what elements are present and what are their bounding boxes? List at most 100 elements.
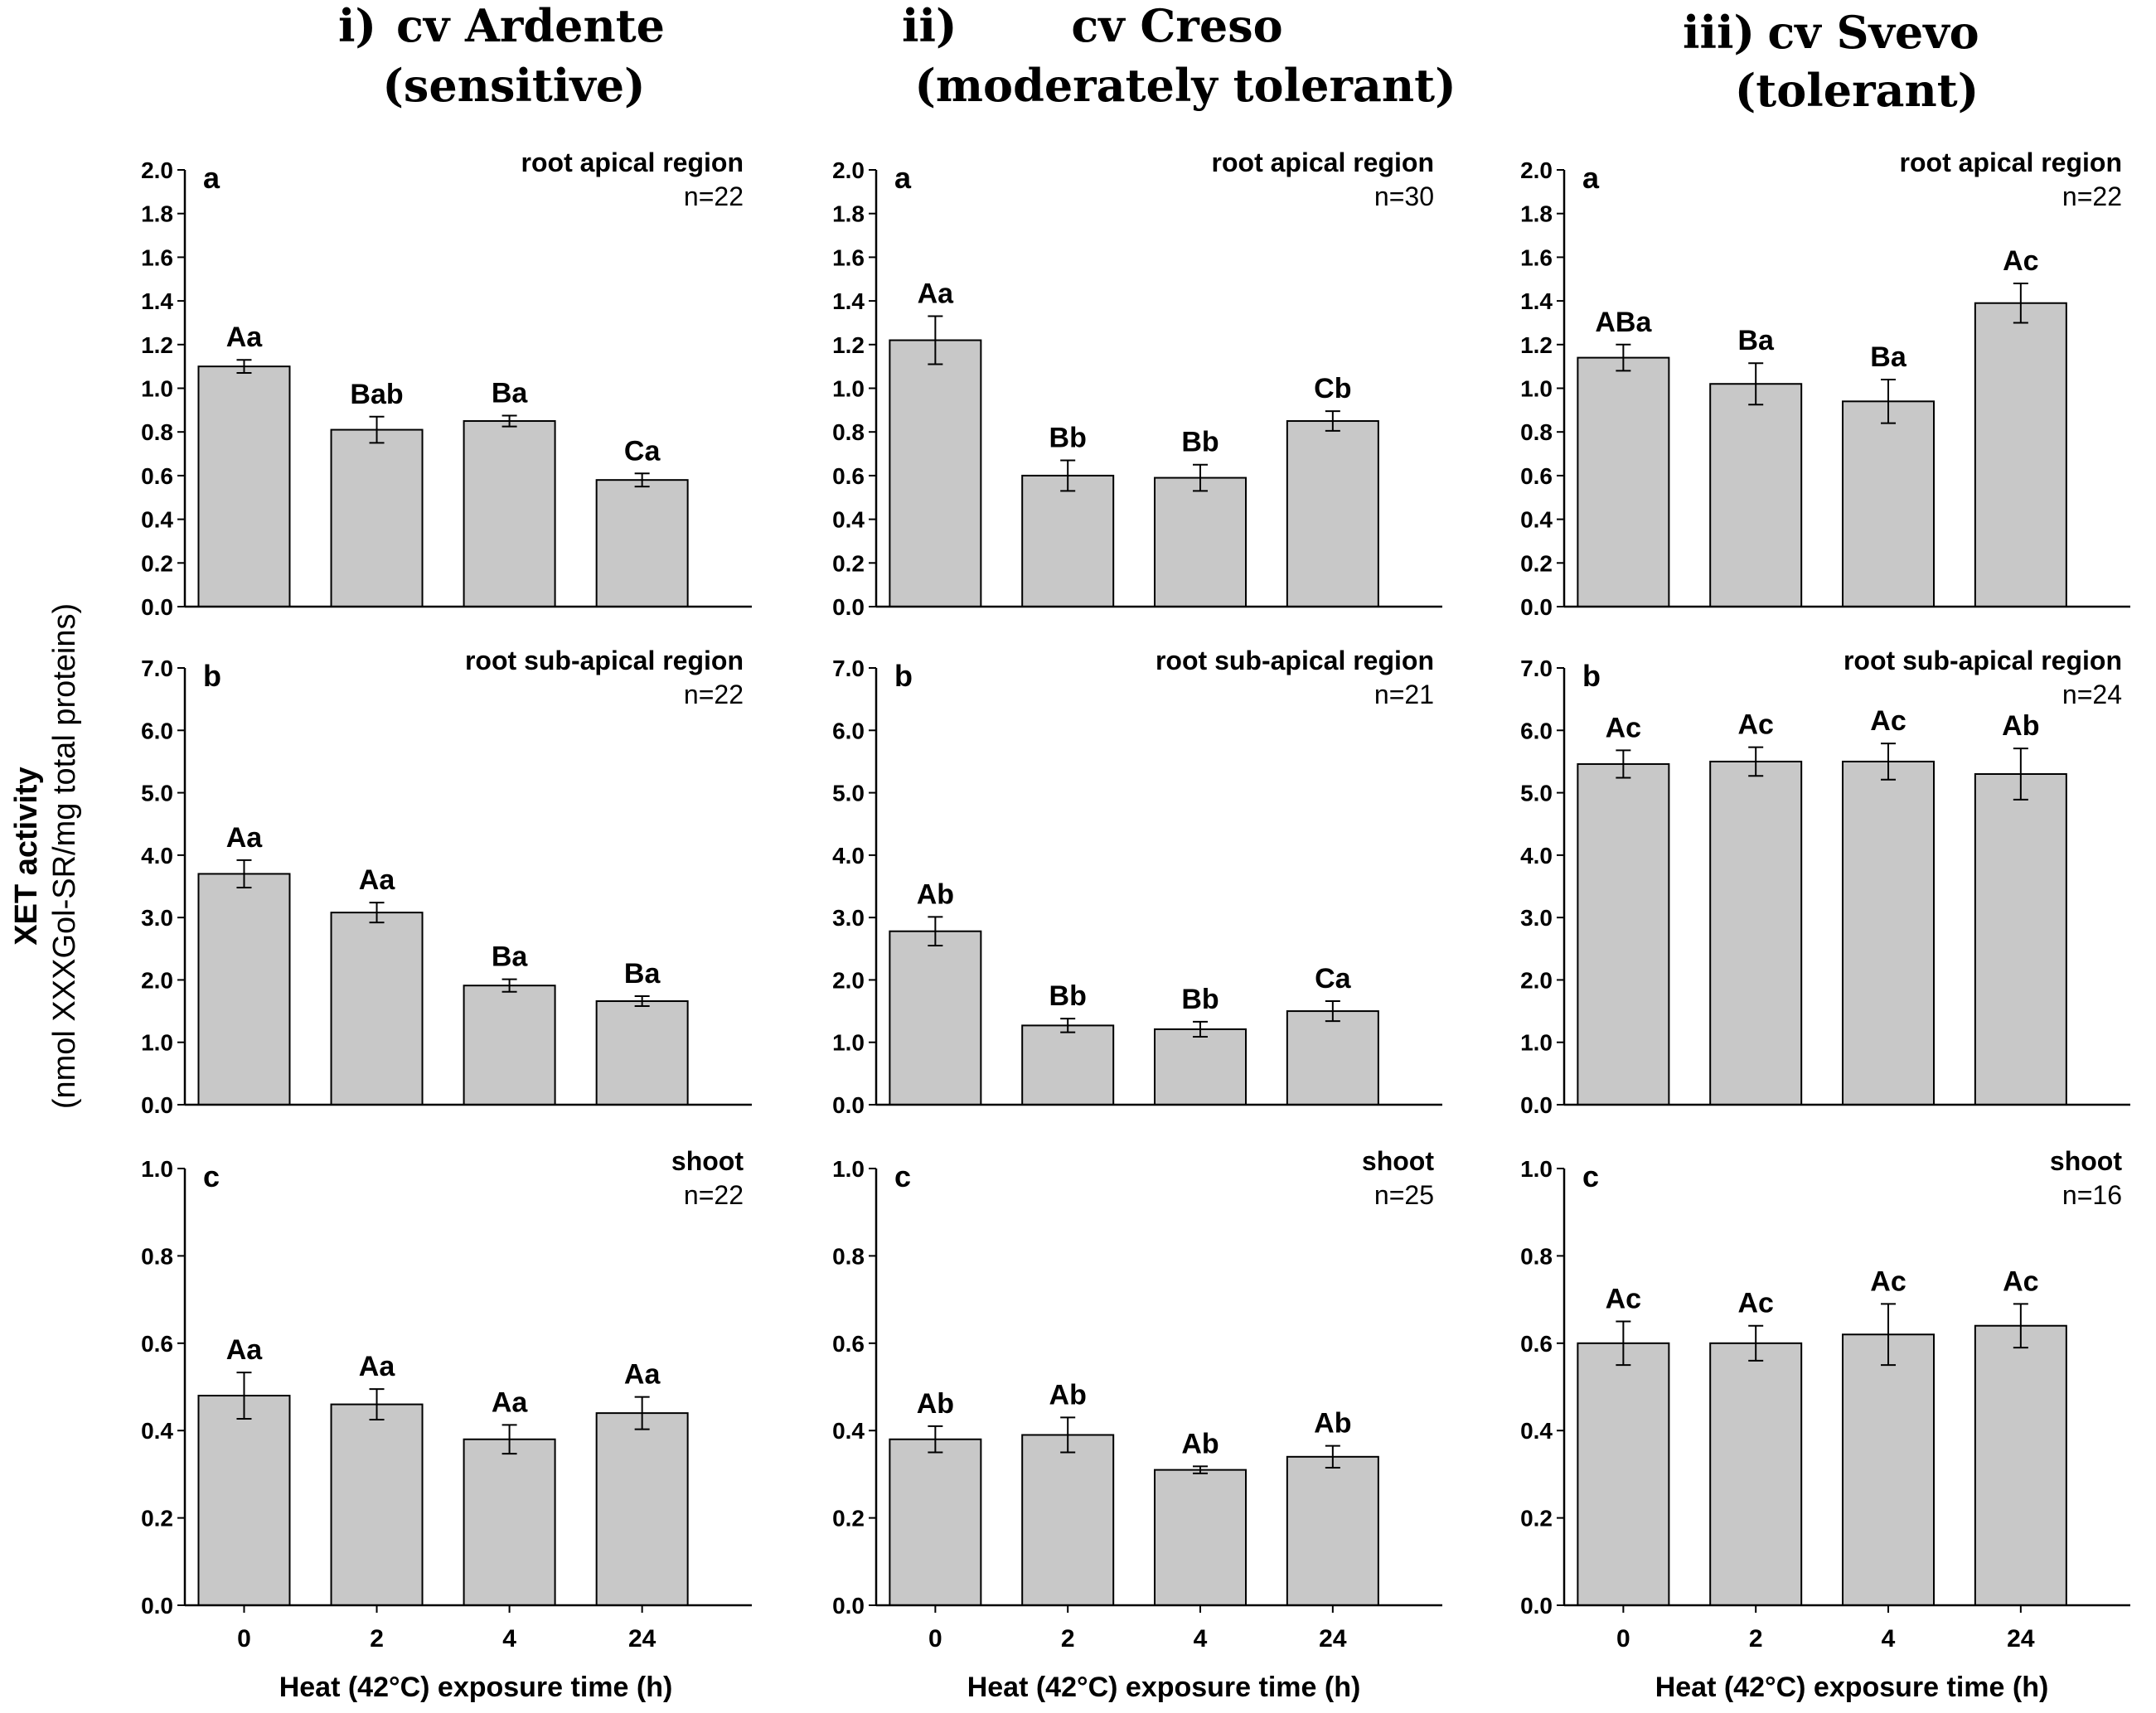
x-axis-label: Heat (42°C) exposure time (h) [967,1672,1361,1703]
y-tick-label: 1.4 [141,288,173,314]
y-tick-label: 1.8 [832,201,865,227]
y-tick-label: 2.0 [832,967,865,993]
chart-panel-b-2: Ab Bb Bb Ca 0.0 1.0 2.0 3.0 4.0 5.0 6.0 7.0 b root su… [832,646,1442,1118]
panel-letter: a [203,161,220,195]
y-tick-label: 1.0 [1520,1030,1553,1056]
chart-panel-c-3: Ac 0 Ac 2 Ac 4 Ac 24 0.0 0.2 0.4 0.6 0.8 1.0 c shoot n=1… [1520,1146,2130,1653]
bar [1286,420,1379,607]
sample-size-label: n=22 [684,181,744,211]
sample-size-label: n=24 [2062,680,2122,709]
bar [1709,383,1803,607]
significance-label: Ab [1049,1379,1087,1411]
y-tick-label: 0.4 [1520,1418,1553,1444]
region-label: shoot [2050,1146,2122,1176]
bar [197,873,291,1106]
y-tick-label: 0.6 [832,463,865,489]
significance-label: Aa [359,864,396,896]
significance-label: Bb [1049,422,1087,453]
bar [330,1403,424,1606]
significance-label: Ac [1737,709,1773,741]
y-tick-label: 0.6 [141,463,173,489]
bar [1154,1028,1248,1106]
x-axis-label: Heat (42°C) exposure time (h) [1655,1672,2049,1703]
bar [1577,762,1670,1106]
x-tick-label: 2 [1749,1625,1763,1653]
column-tolerance: (sensitive) [382,59,645,112]
panel-letter: a [894,161,912,195]
region-label: root sub-apical region [1156,646,1434,675]
y-tick-label: 0.8 [1520,419,1553,445]
column-tolerance: (moderately tolerant) [914,59,1456,112]
y-tick-label: 3.0 [1520,905,1553,931]
bar [1286,1010,1379,1106]
y-tick-label: 5.0 [1520,781,1553,806]
y-tick-label: 4.0 [141,843,173,869]
panel-letter: b [894,659,913,693]
region-label: root sub-apical region [1844,646,2122,675]
column-cultivar: cv Ardente [396,0,665,52]
x-tick-label: 0 [237,1625,251,1653]
sample-size-label: n=30 [1374,181,1434,211]
x-tick-label: 4 [502,1625,516,1653]
column-tolerance: (tolerant) [1735,64,1979,117]
bar [595,1000,689,1106]
y-tick-label: 1.2 [1520,332,1553,358]
bar [330,912,424,1106]
significance-label: Ac [1870,1265,1906,1297]
x-tick-label: 2 [1061,1625,1075,1653]
y-axis-label-units: (nmol XXXGol-SR/mg total proteins) [47,603,82,1109]
bar [463,1438,556,1606]
y-tick-label: 0.4 [141,1418,173,1444]
x-tick-label: 24 [628,1625,656,1653]
y-tick-label: 7.0 [832,656,865,681]
y-tick-label: 0.0 [1520,1593,1553,1619]
significance-label: Aa [226,322,264,353]
significance-label: Cb [1314,373,1351,404]
sample-size-label: n=22 [2062,181,2122,211]
sample-size-label: n=21 [1374,680,1434,709]
significance-label: Ab [2002,710,2039,742]
bar [463,420,556,607]
column-cultivar: cv Svevo [1767,6,1979,59]
y-tick-label: 1.8 [141,201,173,227]
sample-size-label: n=22 [684,680,744,709]
chart-panel-c-2: Ab 0 Ab 2 Ab 4 Ab 24 0.0 0.2 0.4 0.6 0.8 1.0 c shoot n=2… [832,1146,1442,1653]
significance-label: Ac [1870,705,1906,737]
significance-label: Ac [1606,1283,1641,1314]
sample-size-label: n=16 [2062,1180,2122,1210]
panel-letter: b [203,659,221,693]
significance-label: Ac [2003,1265,2038,1297]
bar [889,339,982,607]
y-tick-label: 0.2 [832,1506,865,1532]
significance-label: Aa [359,1351,396,1382]
y-tick-label: 0.2 [141,550,173,576]
bar [1021,1434,1115,1606]
y-tick-label: 0.0 [141,594,173,620]
y-tick-label: 0.2 [1520,550,1553,576]
panel-letter: c [894,1159,911,1193]
region-label: root apical region [1212,148,1434,177]
x-tick-label: 24 [1319,1625,1347,1653]
chart-panel-b-3: Ac Ac Ac Ab 0.0 1.0 2.0 3.0 4.0 5.0 6.0 7.0 b root su… [1520,646,2130,1118]
significance-label: Ac [1737,1288,1773,1319]
significance-label: Bb [1049,980,1087,1012]
column-numeral: ii) [902,0,957,52]
y-tick-label: 0.6 [1520,463,1553,489]
y-tick-label: 2.0 [141,967,173,993]
region-label: shoot [671,1146,744,1176]
significance-label: Aa [226,1334,264,1366]
bar [1021,474,1115,608]
panel-letter: c [1582,1159,1599,1193]
y-tick-label: 0.8 [141,1243,173,1269]
y-tick-label: 0.0 [832,1092,865,1118]
significance-label: Ba [1870,341,1907,373]
x-tick-label: 24 [2007,1625,2035,1653]
column-numeral: i) [338,0,376,52]
panel-letter: c [203,1159,220,1193]
y-tick-label: 1.0 [141,1030,173,1056]
panel-letter: b [1582,659,1601,693]
significance-label: Ba [492,377,529,409]
y-tick-label: 0.4 [1520,507,1553,533]
significance-label: Ab [917,878,954,910]
